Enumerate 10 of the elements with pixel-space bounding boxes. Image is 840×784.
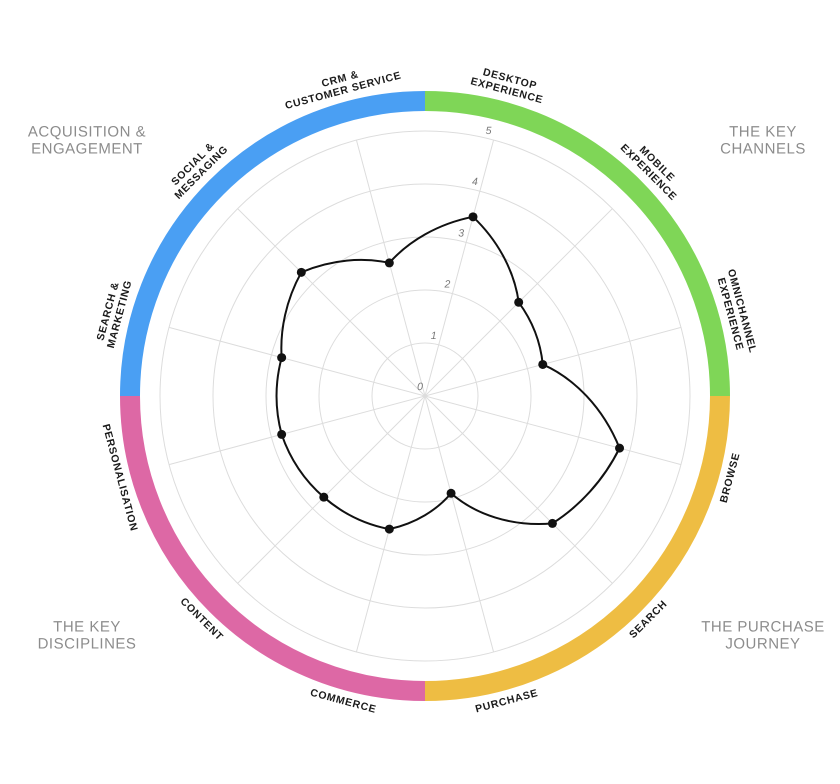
text: ACQUISITION & ENGAGEMENT xyxy=(28,124,146,158)
text: THE KEY CHANNELS xyxy=(720,124,806,158)
y-tick-label: 0 xyxy=(417,381,424,393)
y-tick-label: 2 xyxy=(444,278,451,291)
y-tick-label: 4 xyxy=(472,176,478,188)
y-tick-label: 5 xyxy=(486,125,492,138)
y-tick-label: 3 xyxy=(458,227,464,240)
text: THE PURCHASE JOURNEY xyxy=(701,618,825,652)
y-tick-label: 1 xyxy=(430,330,437,342)
text: THE KEY DISCIPLINES xyxy=(38,618,136,652)
